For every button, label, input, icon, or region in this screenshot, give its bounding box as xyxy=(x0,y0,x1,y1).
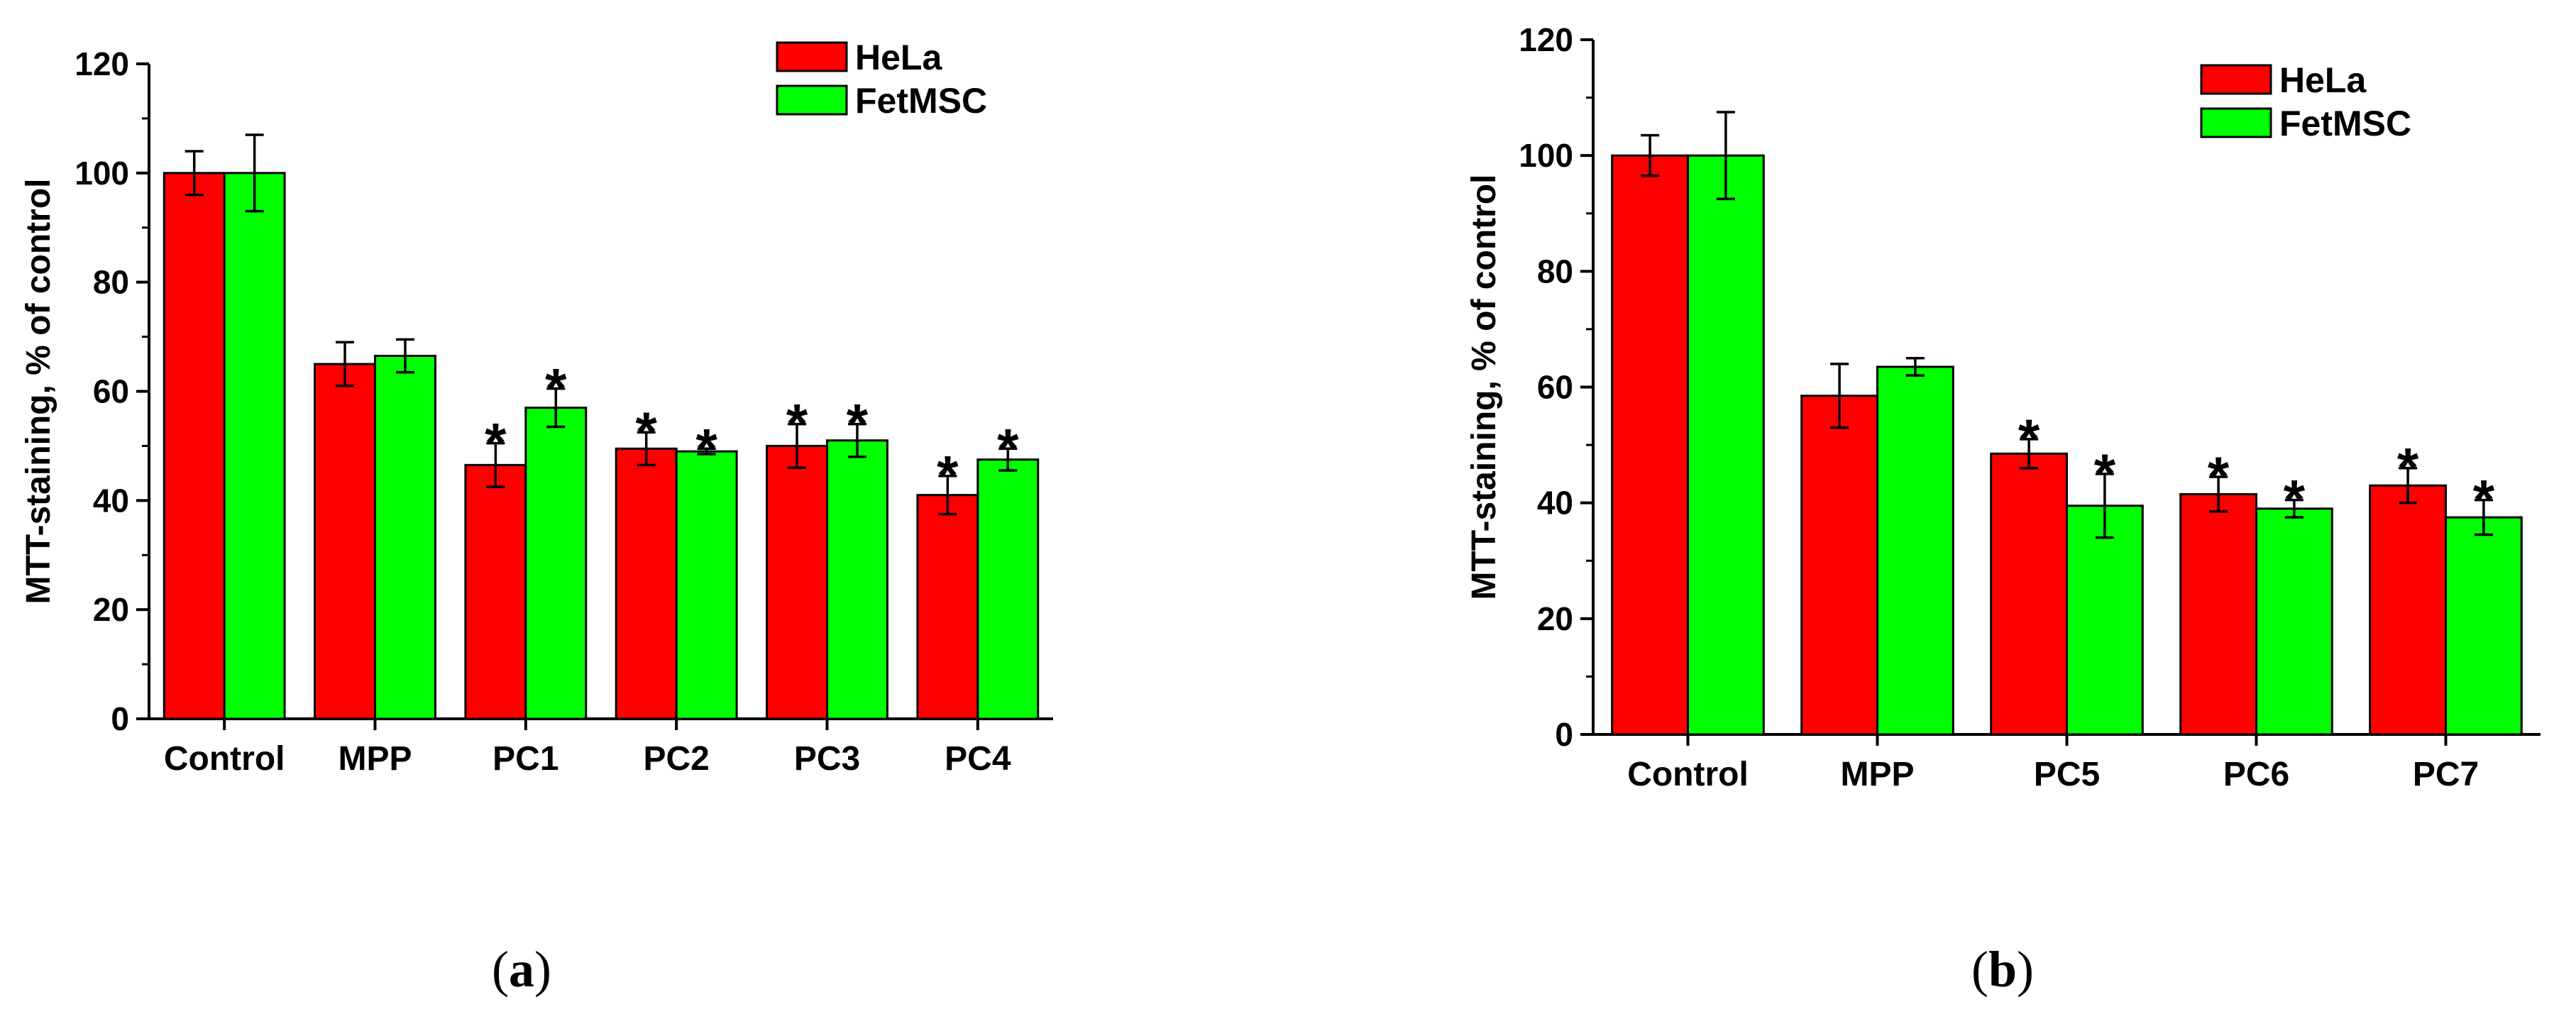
y-tick-label: 20 xyxy=(93,591,129,628)
y-tick-label: 80 xyxy=(93,264,129,301)
significance-star: * xyxy=(2018,407,2040,470)
x-tick-label: PC6 xyxy=(2223,756,2289,793)
bar-hela-mpp xyxy=(314,363,377,720)
significance-star: * xyxy=(2284,468,2306,531)
x-tick-label: PC3 xyxy=(794,740,860,778)
legend-swatch-hela xyxy=(2200,64,2272,95)
panel-label: (b) xyxy=(1971,941,2034,998)
bar-hela-pc2 xyxy=(615,447,678,720)
y-tick-label: 80 xyxy=(1537,253,1573,290)
y-tick-label: 100 xyxy=(75,155,129,192)
legend-label-hela: HeLa xyxy=(855,38,942,77)
bar-fetmsc-mpp xyxy=(374,355,436,720)
significance-star: * xyxy=(636,400,658,463)
significance-star: * xyxy=(847,392,869,455)
significance-star: * xyxy=(695,417,717,479)
y-tick-label: 0 xyxy=(1555,716,1573,753)
bar-hela-pc6 xyxy=(2179,492,2257,736)
legend-label-fetmsc: FetMSC xyxy=(855,81,987,121)
y-tick-label: 40 xyxy=(1537,485,1573,522)
chart-panel-b: 0 20 40 60 80 100 120 MTT-staining, % of contro… xyxy=(1465,21,2541,998)
bar-hela-control xyxy=(1611,154,1689,736)
bar-hela-pc3 xyxy=(766,444,828,720)
x-tick-label: MPP xyxy=(1840,756,1914,793)
significance-star: * xyxy=(485,412,507,474)
legend-label-hela: HeLa xyxy=(2279,60,2367,100)
significance-star: * xyxy=(2094,442,2116,505)
significance-star: * xyxy=(937,444,959,507)
significance-star: * xyxy=(2397,436,2419,499)
bar-fetmsc-pc2 xyxy=(675,450,738,720)
bar-fetmsc-mpp xyxy=(1876,365,1954,736)
x-tick-label: PC7 xyxy=(2413,756,2479,793)
bar-hela-pc7 xyxy=(2369,484,2447,736)
y-tick-label: 120 xyxy=(75,45,129,82)
x-tick-label: MPP xyxy=(338,740,412,778)
y-tick-label: 0 xyxy=(111,700,129,737)
legend-label-fetmsc: FetMSC xyxy=(2279,104,2411,143)
panel-label: (a) xyxy=(492,941,551,998)
significance-star: * xyxy=(2208,445,2230,507)
y-tick-label: 100 xyxy=(1519,137,1573,174)
bar-hela-control xyxy=(163,172,226,720)
x-tick-label: Control xyxy=(164,740,285,778)
bar-fetmsc-control xyxy=(1687,154,1765,736)
bar-fetmsc-pc4 xyxy=(976,458,1040,720)
x-tick-label: Control xyxy=(1627,756,1749,793)
y-tick-label: 40 xyxy=(93,482,129,519)
bar-hela-pc5 xyxy=(1990,452,2068,736)
significance-star: * xyxy=(786,392,808,455)
bar-fetmsc-pc5 xyxy=(2066,505,2144,736)
legend-swatch-fetmsc xyxy=(2200,107,2272,138)
bar-hela-pc1 xyxy=(464,463,527,720)
bar-fetmsc-control xyxy=(223,172,286,720)
x-tick-label: PC2 xyxy=(643,740,709,778)
x-tick-label: PC4 xyxy=(945,740,1011,778)
y-tick-label: 60 xyxy=(1537,369,1573,406)
x-tick-label: PC5 xyxy=(2034,756,2100,793)
bar-hela-pc4 xyxy=(916,494,979,720)
x-tick-label: PC1 xyxy=(492,740,558,778)
significance-star: * xyxy=(997,417,1019,479)
y-tick-label: 20 xyxy=(1537,600,1573,637)
y-axis-label: MTT-staining, % of control xyxy=(1465,175,1503,600)
legend-swatch-hela xyxy=(776,41,848,72)
bar-fetmsc-pc7 xyxy=(2445,516,2523,736)
y-tick-label: 120 xyxy=(1519,21,1573,58)
bar-fetmsc-pc1 xyxy=(524,407,588,720)
bar-hela-mpp xyxy=(1800,395,1878,736)
y-tick-label: 60 xyxy=(93,373,129,410)
bar-fetmsc-pc3 xyxy=(826,439,888,720)
legend-swatch-fetmsc xyxy=(776,84,848,116)
y-axis-label: MTT-staining, % of control xyxy=(20,179,57,605)
bar-fetmsc-pc6 xyxy=(2255,507,2333,736)
chart-panel-a: 0 20 40 60 80 100 120 MTT-staining, % of contro… xyxy=(20,38,1053,998)
significance-star: * xyxy=(2473,468,2495,531)
significance-star: * xyxy=(545,357,567,419)
